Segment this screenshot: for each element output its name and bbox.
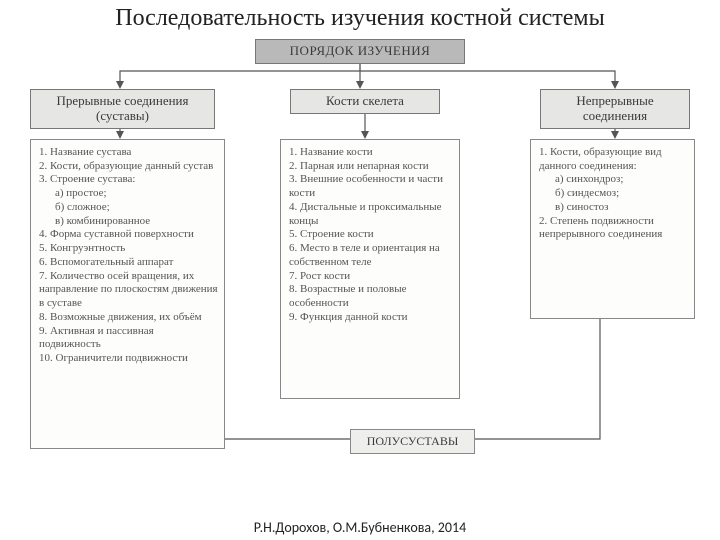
left-column-header: Прерывные соединения (суставы) xyxy=(30,89,215,129)
list-item: 5. Строение кости xyxy=(289,228,453,242)
middle-column-content: 1. Название кости2. Парная или непарная … xyxy=(280,139,460,399)
list-item: 8. Возможные движения, их объём xyxy=(39,311,218,325)
list-item: б) синдесмоз; xyxy=(539,187,688,201)
flowchart: ПОРЯДОК ИЗУЧЕНИЯ Прерывные соединения (с… xyxy=(10,39,710,479)
list-item: 4. Дистальные и проксимальные концы xyxy=(289,201,453,229)
list-item: 3. Внешние особенности и части кости xyxy=(289,173,453,201)
main-header-box: ПОРЯДОК ИЗУЧЕНИЯ xyxy=(255,39,465,64)
list-item: 6. Вспомогательный аппарат xyxy=(39,256,218,270)
list-item: 3. Строение сустава: xyxy=(39,173,218,187)
list-item: 2. Степень подвижности непрерывного соед… xyxy=(539,215,688,243)
list-item: 2. Парная или непарная кости xyxy=(289,160,453,174)
list-item: 9. Функция данной кости xyxy=(289,311,453,325)
list-item: а) простое; xyxy=(39,187,218,201)
list-item: 1. Название кости xyxy=(289,146,453,160)
list-item: 7. Рост кости xyxy=(289,270,453,284)
list-item: 9. Активная и пассивная подвижность xyxy=(39,325,218,353)
list-item: 6. Место в теле и ориентация на собствен… xyxy=(289,242,453,270)
list-item: 7. Количество осей вращения, их направле… xyxy=(39,270,218,311)
list-item: б) сложное; xyxy=(39,201,218,215)
left-column-content: 1. Название сустава2. Кости, образующие … xyxy=(30,139,225,449)
list-item: в) синостоз xyxy=(539,201,688,215)
list-item: 2. Кости, образующие данный сустав xyxy=(39,160,218,174)
middle-column-header: Кости скелета xyxy=(290,89,440,114)
list-item: в) комбинированное xyxy=(39,215,218,229)
list-item: а) синхондроз; xyxy=(539,173,688,187)
list-item: 10. Ограничители подвижности xyxy=(39,352,218,366)
list-item: 5. Конгруэнтность xyxy=(39,242,218,256)
right-column-header: Непрерывные соединения xyxy=(540,89,690,129)
footer-citation: Р.Н.Дорохов, О.М.Бубненкова, 2014 xyxy=(0,519,720,536)
page-title: Последовательность изучения костной сист… xyxy=(0,0,720,39)
list-item: 8. Возрастные и половые особенности xyxy=(289,283,453,311)
right-column-content: 1. Кости, образующие вид данного соедине… xyxy=(530,139,695,319)
list-item: 1. Название сустава xyxy=(39,146,218,160)
list-item: 1. Кости, образующие вид данного соедине… xyxy=(539,146,688,174)
list-item: 4. Форма суставной поверхности xyxy=(39,228,218,242)
half-joints-box: ПОЛУСУСТАВЫ xyxy=(350,429,475,454)
